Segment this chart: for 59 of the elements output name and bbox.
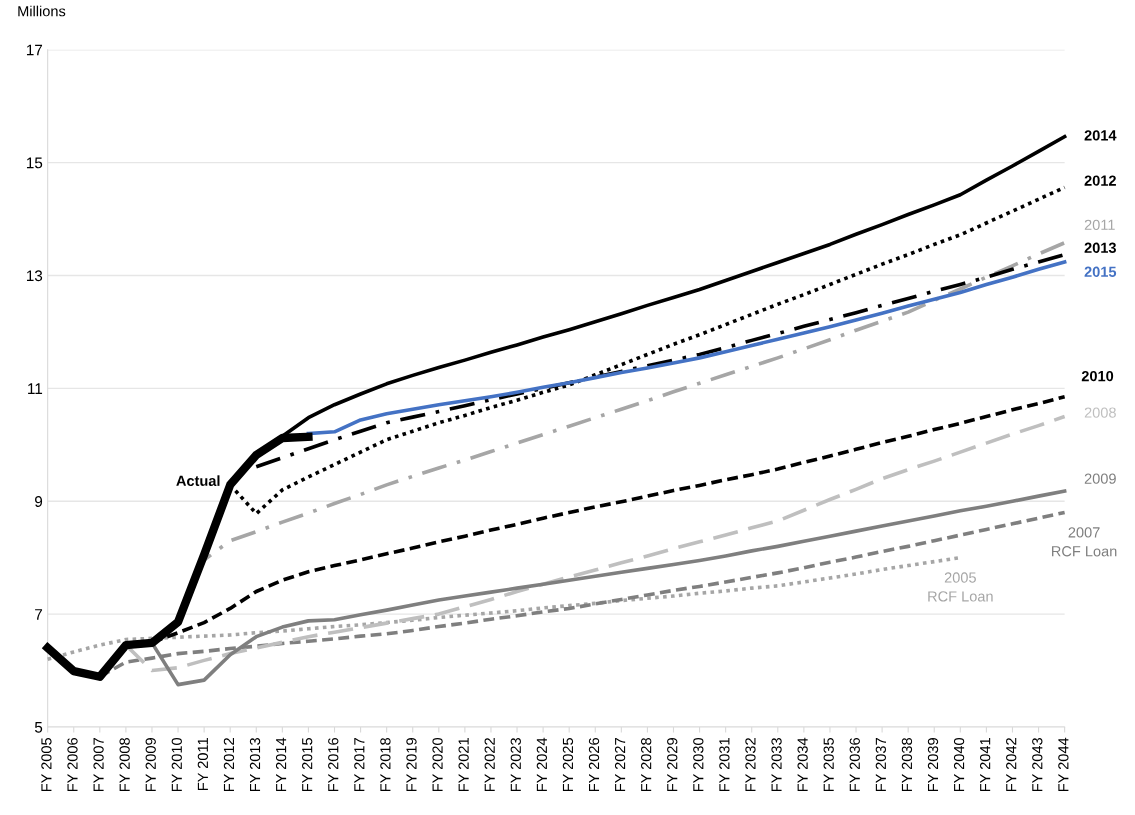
x-tick-label: FY 2038	[901, 738, 913, 792]
x-tick-label: FY 2012	[223, 738, 235, 792]
x-tick-label: FY 2020	[432, 737, 443, 792]
x-tick-label: FY 2030	[693, 737, 704, 792]
x-tick-label: FY 2014	[275, 737, 287, 792]
y-tick-label: 5	[34, 722, 43, 733]
x-tick-label: FY 2019	[406, 738, 417, 792]
x-tick-label: FY 2027	[614, 738, 626, 792]
x-tick-label: FY 2013	[249, 738, 261, 792]
series-label: 2012	[1084, 175, 1116, 186]
x-tick-label: FY 2024	[536, 737, 548, 792]
x-tick-label: FY 2039	[927, 738, 939, 792]
x-tick-label: FY 2025	[562, 738, 574, 792]
x-tick-label: FY 2021	[458, 738, 469, 792]
x-tick-label: FY 2008	[119, 738, 130, 792]
x-tick-label: FY 2032	[745, 738, 756, 792]
y-tick-label: 9	[35, 496, 43, 507]
y-tick-label: 15	[26, 157, 43, 169]
x-tick-label: FY 2035	[823, 738, 834, 792]
x-tick-label: FY 2043	[1032, 738, 1043, 792]
x-tick-label: FY 2029	[667, 738, 678, 792]
x-tick-label: FY 2009	[145, 738, 156, 792]
x-tick-label: FY 2037	[875, 738, 887, 792]
x-tick-label: FY 2005	[41, 738, 52, 792]
x-tick-label: FY 2015	[302, 738, 313, 792]
series-label: 2007 RCF Loan	[1052, 527, 1117, 557]
x-tick-label: FY 2023	[510, 738, 521, 792]
series-label: 2008	[1084, 407, 1116, 418]
x-tick-label: FY 2042	[1006, 738, 1017, 792]
series-label: 2014	[1084, 130, 1117, 141]
x-tick-label: FY 2044	[1058, 737, 1069, 792]
x-tick-label: FY 2026	[588, 738, 600, 792]
series-label: 2005 RCF Loan	[928, 572, 993, 602]
x-tick-label: FY 2007	[93, 738, 104, 792]
x-tick-label: FY 2010	[171, 737, 182, 792]
x-tick-label: FY 2033	[771, 738, 782, 792]
y-tick-label: 11	[28, 383, 43, 394]
x-tick-label: FY 2034	[797, 737, 808, 792]
series-label: 2011	[1084, 219, 1115, 230]
x-tick-label: FY 2006	[67, 738, 78, 792]
y-tick-label: 13	[26, 270, 43, 282]
x-tick-label: FY 2018	[380, 738, 391, 792]
series-label: Actual	[176, 475, 220, 486]
series-label: 2010	[1081, 370, 1114, 382]
x-tick-label: FY 2028	[641, 738, 652, 792]
x-tick-label: FY 2031	[719, 738, 730, 792]
x-tick-label: FY 2022	[484, 738, 495, 792]
x-tick-label: FY 2040	[953, 737, 965, 792]
x-tick-label: FY 2011	[197, 738, 209, 790]
series-label: 2009	[1084, 473, 1116, 484]
x-tick-label: FY 2016	[328, 738, 339, 792]
series-label: 2015	[1084, 266, 1117, 277]
x-tick-label: FY 2036	[849, 738, 860, 792]
x-tick-label: FY 2041	[979, 738, 991, 792]
y-tick-label: 7	[35, 609, 43, 620]
series-label: 2013	[1084, 242, 1116, 253]
x-tick-label: FY 2017	[354, 738, 365, 792]
y-tick-label: 17	[26, 44, 43, 56]
y-axis-title: Millions	[18, 5, 66, 17]
